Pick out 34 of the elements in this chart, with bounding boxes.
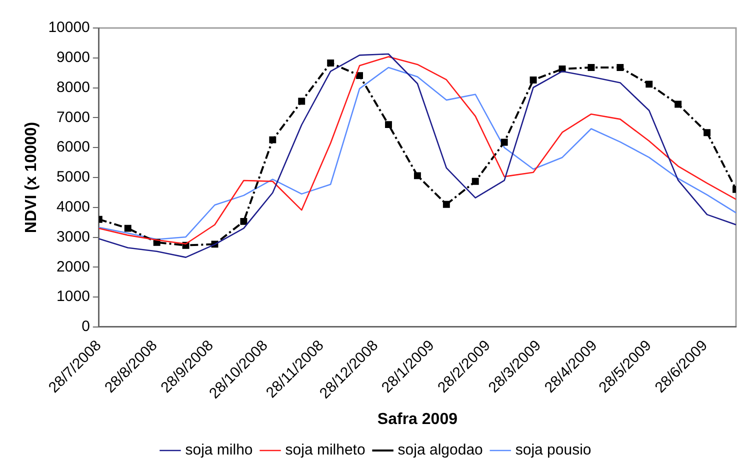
- legend-label: soja milheto: [285, 442, 366, 459]
- point: [472, 178, 479, 185]
- y-axis-title: NDVI (x 10000): [23, 122, 40, 234]
- point: [588, 64, 595, 71]
- y-tick-label: 0: [82, 318, 90, 336]
- y-tick-label: 7000: [56, 108, 90, 126]
- point: [674, 100, 682, 108]
- y-tick-label: 1000: [56, 288, 90, 306]
- point: [356, 72, 364, 80]
- y-tick-label: 6000: [56, 138, 90, 156]
- legend-label: soja algodao: [398, 442, 483, 459]
- point: [530, 76, 537, 84]
- point: [385, 121, 392, 128]
- y-tick-label: 2000: [56, 258, 90, 276]
- point: [500, 138, 508, 146]
- y-tick-label: 10000: [48, 19, 90, 36]
- point: [269, 136, 276, 144]
- point: [298, 98, 306, 105]
- point: [442, 200, 450, 208]
- y-tick-label: 8000: [56, 78, 90, 96]
- y-tick-label: 4000: [56, 198, 90, 216]
- point: [704, 129, 711, 136]
- point: [124, 224, 132, 232]
- point: [646, 80, 653, 88]
- y-tick-label: 5000: [56, 168, 90, 186]
- legend-label: soja milho: [185, 442, 253, 459]
- point: [327, 60, 334, 66]
- y-tick-label: 9000: [56, 49, 90, 66]
- point: [414, 172, 421, 180]
- x-axis-title: Safra 2009: [377, 410, 458, 428]
- y-tick-label: 3000: [56, 228, 90, 246]
- point: [616, 64, 624, 71]
- point: [240, 218, 248, 225]
- legend-label: soja pousio: [515, 442, 592, 459]
